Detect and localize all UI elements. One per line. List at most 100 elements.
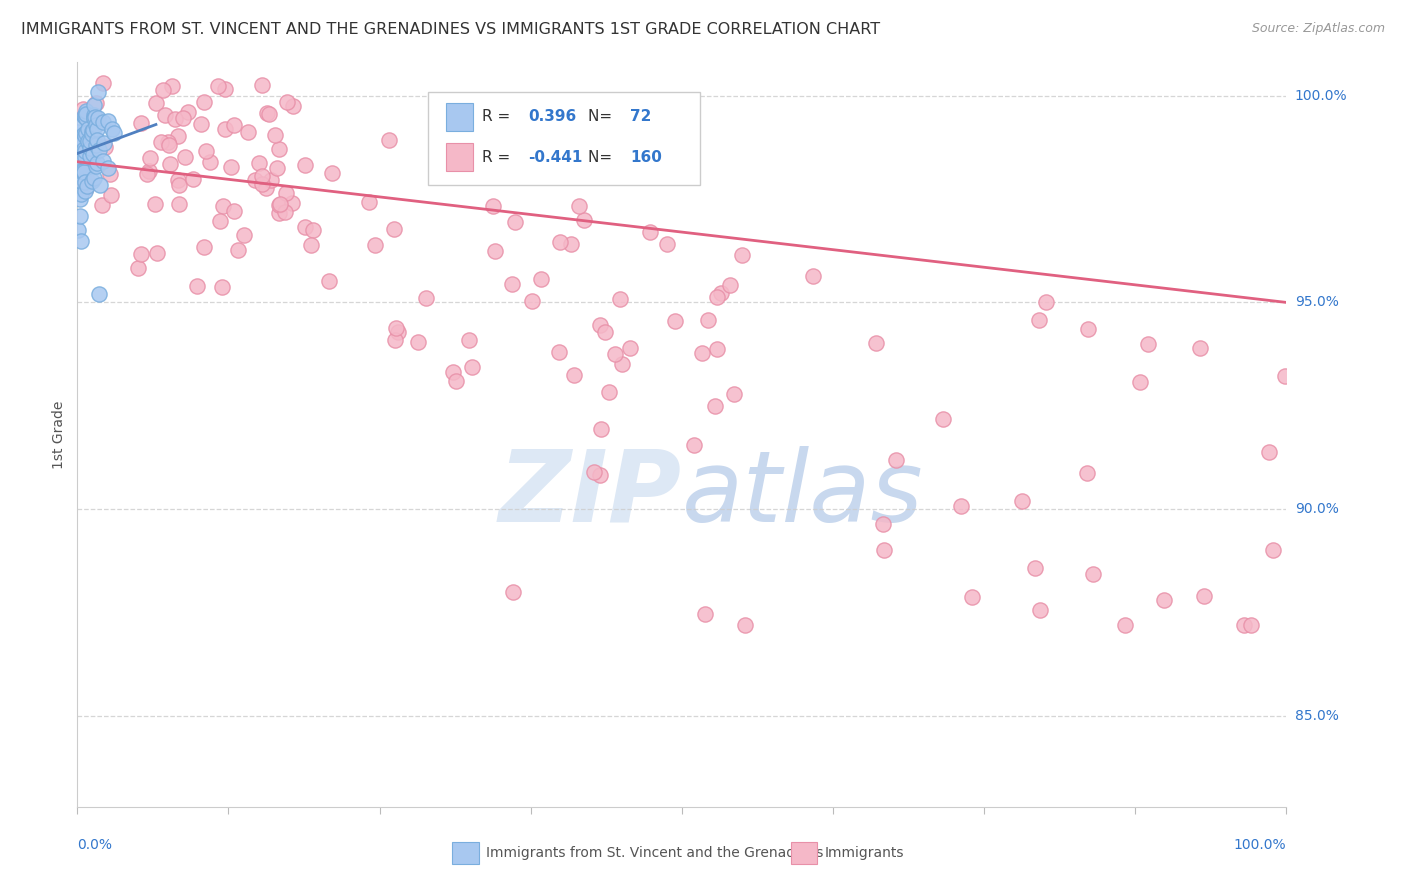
Point (1129, 375, 1152, 389)
Point (1035, 295, 1057, 310)
Point (77, 122, 100, 136)
Text: 0.396: 0.396 (529, 110, 576, 124)
Point (299, 237, 322, 252)
Point (406, 335, 429, 350)
Point (226, 244, 249, 258)
Point (129, 247, 152, 261)
Point (82, 146, 104, 161)
Point (655, 236, 678, 251)
Point (149, 136, 172, 150)
Point (562, 168, 585, 182)
Point (949, 500, 972, 514)
Point (457, 333, 479, 347)
Point (706, 289, 728, 303)
Point (256, 106, 278, 120)
Point (236, 125, 259, 139)
Point (83, 108, 105, 122)
Point (73, 127, 96, 141)
Point (72, 103, 94, 117)
Point (93, 136, 115, 150)
Point (73, 150, 96, 164)
Point (547, 345, 569, 359)
Point (363, 237, 385, 252)
Text: 72: 72 (630, 110, 651, 124)
Point (706, 342, 728, 356)
Point (591, 422, 613, 436)
Point (69, 158, 91, 172)
Point (276, 95, 298, 109)
Point (153, 108, 176, 122)
Text: Immigrants: Immigrants (824, 846, 904, 860)
Point (357, 195, 380, 210)
Point (97, 114, 120, 128)
Point (198, 155, 221, 169)
Point (208, 214, 231, 228)
Text: R =: R = (482, 150, 516, 164)
Point (84, 159, 107, 173)
Y-axis label: 1st Grade: 1st Grade (52, 401, 66, 469)
Point (267, 197, 290, 211)
Point (70, 157, 93, 171)
Point (377, 133, 399, 147)
Point (69, 118, 91, 132)
Point (638, 225, 661, 239)
Point (75, 104, 97, 119)
Point (86, 133, 108, 147)
Point (100, 167, 122, 181)
Text: Immigrants from St. Vincent and the Grenadines: Immigrants from St. Vincent and the Gren… (486, 846, 824, 860)
Point (83, 111, 105, 125)
Point (1240, 618, 1263, 632)
Point (79, 134, 101, 148)
Text: Source: ZipAtlas.com: Source: ZipAtlas.com (1251, 22, 1385, 36)
Point (384, 321, 406, 335)
Point (152, 83, 174, 97)
Point (79, 149, 101, 163)
Point (73, 145, 96, 159)
Point (73, 108, 96, 122)
Point (207, 79, 229, 94)
Point (79, 141, 101, 155)
Text: N=: N= (588, 150, 617, 164)
Point (129, 116, 152, 130)
Point (664, 314, 686, 328)
Point (567, 199, 589, 213)
Text: 95.0%: 95.0% (1295, 295, 1339, 310)
Point (219, 161, 242, 175)
Point (1233, 618, 1256, 632)
Text: R =: R = (482, 110, 516, 124)
Point (321, 166, 343, 180)
Point (1194, 590, 1216, 604)
Point (274, 186, 297, 201)
Text: 0.0%: 0.0% (77, 838, 112, 852)
Point (501, 277, 523, 291)
Point (224, 118, 246, 132)
Text: 100.0%: 100.0% (1295, 88, 1347, 103)
Point (318, 274, 340, 288)
Point (70, 164, 93, 178)
Point (250, 178, 273, 192)
Point (91, 114, 114, 128)
Point (582, 465, 605, 479)
Point (89, 178, 111, 193)
Point (167, 178, 190, 193)
Point (181, 172, 204, 186)
Point (83, 111, 105, 125)
Point (1261, 542, 1284, 557)
Bar (446, 103, 472, 131)
Point (75, 128, 97, 143)
Point (72, 165, 94, 179)
Point (690, 346, 713, 360)
Point (710, 285, 733, 300)
Point (1153, 593, 1175, 607)
Point (72, 133, 94, 147)
Point (82, 123, 104, 137)
Point (87, 111, 110, 125)
Point (884, 452, 907, 467)
Point (70, 234, 93, 248)
Point (214, 122, 236, 136)
Text: 90.0%: 90.0% (1295, 502, 1339, 516)
Point (530, 271, 553, 285)
Point (302, 222, 325, 236)
Point (233, 227, 256, 242)
Point (75, 105, 97, 120)
